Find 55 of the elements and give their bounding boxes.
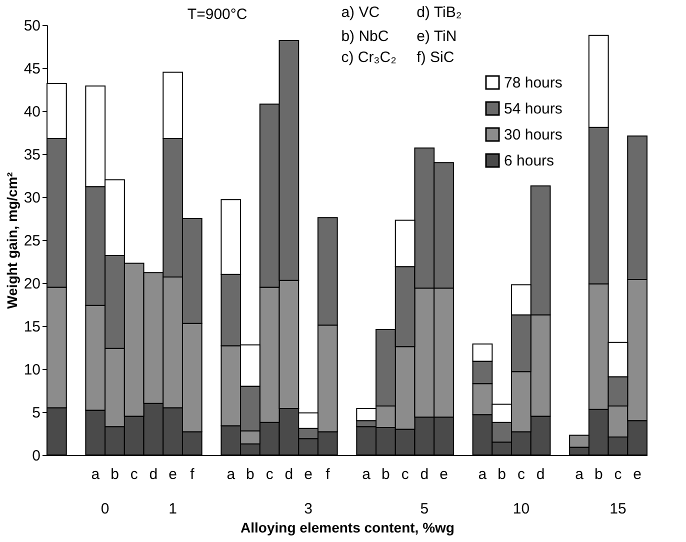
text: 10 (512, 500, 530, 518)
x-tick-label: d (536, 466, 545, 483)
text: 1 (168, 500, 177, 518)
x-tick-label: c (517, 466, 526, 483)
x-tick-label: a (226, 466, 236, 483)
annotation: e) TiN (416, 28, 457, 46)
x-tick-label: e (168, 466, 177, 483)
x-tick-label: f (190, 466, 196, 483)
x-tick-label: a (478, 466, 488, 483)
text: a) VC (341, 4, 380, 22)
text: d) TiB₂ (416, 4, 462, 22)
legend-label: 30 hours (504, 126, 562, 144)
x-tick-label: b (110, 466, 119, 483)
annotation: b) NbC (341, 28, 389, 46)
x-axis-title: Alloying elements content, %wg (240, 520, 454, 536)
text: 5 (420, 500, 429, 518)
y-tick-label: 20 (24, 276, 40, 292)
x-tick-label: e (304, 466, 312, 483)
x-tick-label: a (575, 466, 584, 483)
y-tick-label: 40 (24, 104, 40, 120)
y-tick-label: 45 (24, 60, 40, 78)
y-tick-label: 25 (24, 232, 40, 250)
x-tick-label: c (130, 466, 138, 483)
x-tick-label: a (91, 466, 100, 483)
text: 0 (100, 500, 110, 518)
x-tick-label: b (382, 466, 390, 483)
legend-label: 54 hours (504, 100, 562, 118)
y-tick-label: 5 (32, 404, 40, 422)
x-tick-label: d (149, 466, 158, 483)
x-tick-label: d (420, 466, 429, 483)
text: 3 (304, 500, 312, 518)
y-tick-label: 0 (32, 448, 40, 464)
x-tick-label: c (401, 466, 410, 483)
annotation: c) Cr₃C₂ (341, 48, 397, 66)
annotation: f) SiC (416, 48, 454, 66)
x-tick-label: e (440, 466, 448, 483)
x-tick-label: b (498, 466, 506, 483)
x-tick-label: d (284, 466, 294, 483)
text: 15 (610, 500, 626, 518)
x-tick-label: b (246, 466, 254, 483)
y-tick-label: 15 (24, 318, 40, 336)
y-axis-title: Weight gain, mg/cm² (4, 172, 20, 309)
y-tick-label: 50 (24, 18, 40, 34)
text: T=900°C (187, 6, 248, 23)
legend-label: 78 hours (504, 74, 562, 92)
x-tick-label: b (594, 466, 603, 483)
y-tick-label: 10 (24, 362, 40, 378)
legend-label: 6 hours (504, 152, 554, 170)
x-tick-label: c (614, 466, 622, 483)
y-tick-label: 30 (24, 190, 40, 206)
x-tick-label: a (362, 466, 372, 483)
x-tick-label: c (266, 466, 274, 483)
y-tick-label: 35 (24, 146, 40, 164)
x-tick-label: f (326, 466, 331, 483)
x-tick-label: e (633, 466, 642, 483)
